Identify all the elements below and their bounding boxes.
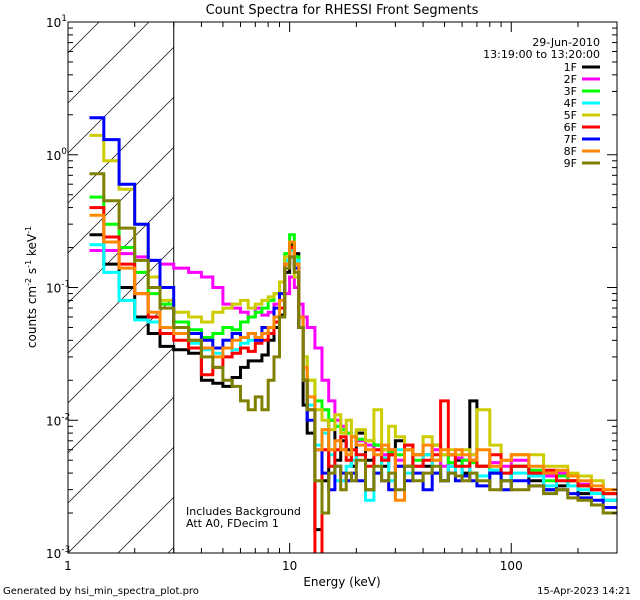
y-axis-label: counts cm-2 s-1 keV-1 (24, 226, 39, 348)
x-tick-label: 1 (64, 559, 72, 573)
time-range-label: 13:19:00 to 13:20:00 (483, 48, 600, 61)
legend-label-9F: 9F (564, 157, 577, 170)
series-9F (89, 172, 617, 515)
note-attenuator: Att A0, FDecim 1 (186, 517, 279, 530)
date-label: 29-Jun-2010 (532, 36, 600, 49)
legend-label-6F: 6F (564, 121, 577, 134)
axes: 1 10 100 10-3 10-2 10-1 100 101 (46, 14, 618, 573)
chart-title: Count Spectra for RHESSI Front Segments (206, 3, 479, 18)
legend-label-8F: 8F (564, 145, 577, 158)
legend-label-3F: 3F (564, 85, 577, 98)
legend-label-2F: 2F (564, 73, 577, 86)
legend-label-7F: 7F (564, 133, 577, 146)
series-5F (89, 133, 617, 492)
footer-timestamp: 15-Apr-2023 14:21 (537, 586, 631, 597)
legend-label-5F: 5F (564, 109, 577, 122)
note-background: Includes Background (186, 505, 301, 518)
y-tick-label: 101 (46, 14, 67, 30)
footer-generator: Generated by hsi_min_spectra_plot.pro (3, 586, 199, 597)
y-tick-label: 10-2 (46, 412, 70, 428)
x-tick-label: 100 (500, 559, 523, 573)
series-8F (89, 213, 617, 502)
y-tick-label: 100 (46, 147, 67, 163)
legend-label-1F: 1F (564, 61, 577, 74)
hatched-region (68, 22, 174, 553)
x-tick-label: 10 (282, 559, 297, 573)
series-4F (89, 243, 617, 502)
x-axis-label: Energy (keV) (303, 575, 380, 589)
hatch-lines (68, 22, 174, 553)
legend-label-4F: 4F (564, 97, 577, 110)
y-tick-label: 10-1 (46, 280, 70, 296)
series-6F (89, 206, 617, 553)
series-layer (89, 116, 617, 553)
y-tick-label: 10-3 (46, 545, 70, 561)
